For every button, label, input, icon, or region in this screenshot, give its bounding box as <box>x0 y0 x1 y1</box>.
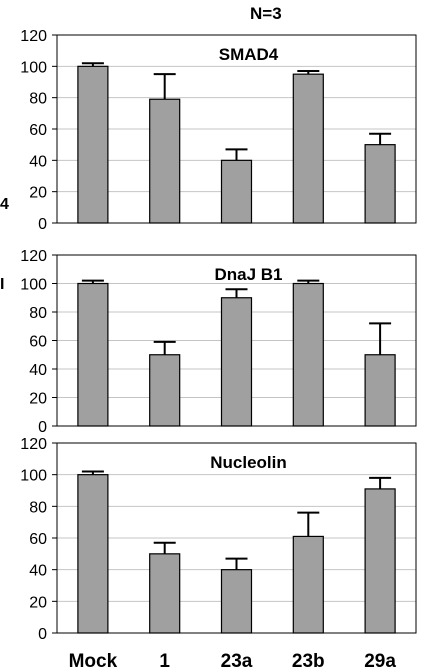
y-tick-label: 0 <box>38 419 47 436</box>
x-tick-label: 23a <box>221 651 253 672</box>
y-tick-label: 100 <box>20 277 47 294</box>
bar <box>220 159 253 224</box>
bar <box>77 65 109 224</box>
chart-panel-nucleolin: 0 20 40 60 80 100 120 Nucleolin Mock 1 23a 23b 29a <box>20 436 417 672</box>
y-tick-label: 60 <box>29 122 47 139</box>
bar <box>292 282 324 427</box>
chart-title: DnaJ B1 <box>214 265 282 284</box>
y-tick-label: 120 <box>20 436 47 453</box>
y-tick-label: 120 <box>20 28 47 45</box>
bar <box>364 488 396 634</box>
bar <box>77 474 109 634</box>
y-tick-label: 20 <box>29 594 47 611</box>
y-tick-label: 40 <box>29 362 47 379</box>
bar <box>220 297 253 427</box>
x-tick-label: Mock <box>69 651 118 672</box>
y-tick-label: 0 <box>38 216 47 233</box>
y-tick-label: 100 <box>20 468 47 485</box>
y-tick-label: 20 <box>29 391 47 408</box>
figure-supertitle: N=3 <box>250 4 282 23</box>
bar <box>292 73 324 224</box>
bar <box>149 553 181 634</box>
y-tick-label: 0 <box>38 626 47 643</box>
cut-off-label-fragment: 4 <box>0 196 9 213</box>
y-tick-label: 20 <box>29 185 47 202</box>
x-tick-label: 23b <box>292 651 325 672</box>
bar <box>364 144 396 224</box>
x-tick-label: 29a <box>364 651 396 672</box>
y-tick-label: 40 <box>29 153 47 170</box>
bar <box>149 98 181 224</box>
chart-panel-dnaj-b1: 0 20 40 60 80 100 120 DnaJ B1 <box>20 248 417 436</box>
chart-title: SMAD4 <box>219 45 279 64</box>
y-tick-label: 80 <box>29 305 47 322</box>
y-tick-label: 100 <box>20 59 47 76</box>
y-tick-label: 80 <box>29 91 47 108</box>
y-tick-label: 60 <box>29 531 47 548</box>
y-tick-label: 120 <box>20 248 47 265</box>
bar <box>149 354 181 427</box>
chart-panel-smad4: 0 20 40 60 80 100 120 SMAD4 <box>20 28 417 233</box>
bar <box>292 535 324 634</box>
y-tick-label: 80 <box>29 499 47 516</box>
bar <box>220 569 253 634</box>
cut-off-label-fragment: I <box>0 276 5 293</box>
bar <box>364 354 396 427</box>
y-tick-label: 60 <box>29 334 47 351</box>
x-tick-label: 1 <box>159 651 170 672</box>
bar <box>77 282 109 427</box>
y-tick-label: 40 <box>29 563 47 580</box>
chart-title: Nucleolin <box>210 453 287 472</box>
